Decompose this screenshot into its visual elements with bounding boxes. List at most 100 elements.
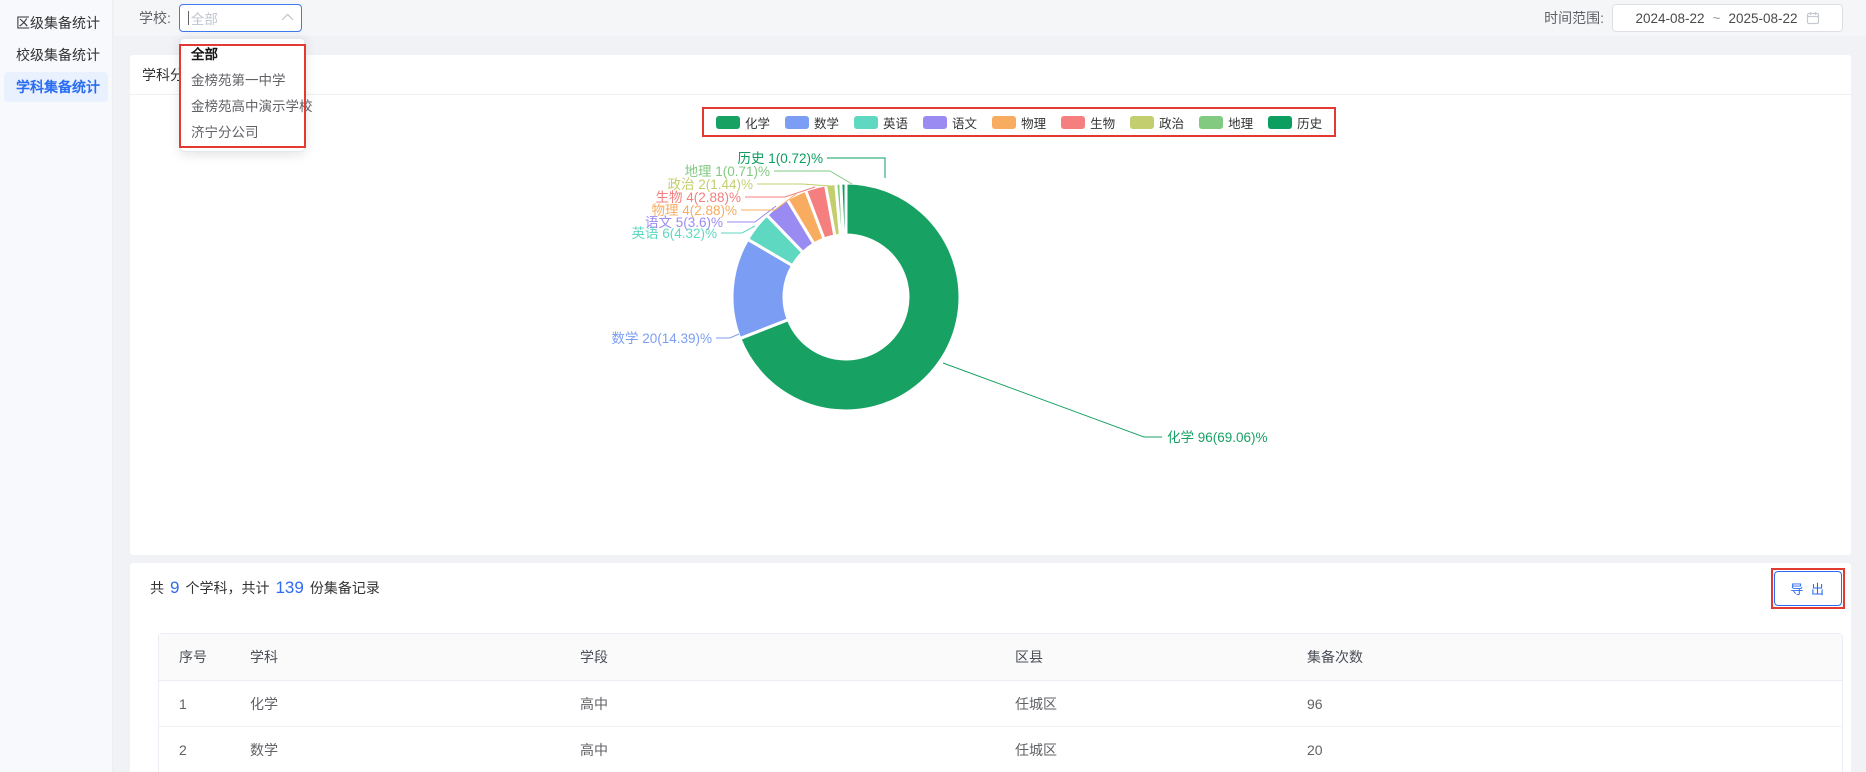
pie-label-物理: 物理 4(2.88)% bbox=[651, 203, 737, 218]
summary-middle: 个学科，共计 bbox=[185, 580, 270, 596]
col-header-district: 区县 bbox=[999, 634, 1291, 681]
pie-leader-line-语文 bbox=[727, 205, 777, 223]
cell-stage: 高中 bbox=[564, 681, 999, 727]
date-range-label: 时间范围: bbox=[1544, 10, 1604, 26]
legend-item-物理[interactable]: 物理 bbox=[992, 113, 1046, 132]
pie-slice-历史[interactable] bbox=[839, 181, 848, 237]
pie-leader-line-化学 bbox=[942, 362, 1162, 438]
dropdown-option-school-3[interactable]: 济宁分公司 bbox=[191, 125, 259, 140]
pie-leader-line-政治 bbox=[757, 183, 832, 187]
legend-label: 地理 bbox=[1228, 116, 1254, 131]
legend-item-生物[interactable]: 生物 bbox=[1061, 113, 1115, 132]
legend-item-数学[interactable]: 数学 bbox=[785, 113, 839, 132]
school-dropdown: 全部 金榜苑第一中学 金榜苑高中演示学校 济宁分公司 bbox=[180, 38, 313, 152]
col-header-stage: 学段 bbox=[564, 634, 999, 681]
main-content: 学校: 全部 时间范围: 2024-08-22 ~ 2025-08-22 bbox=[114, 0, 1866, 772]
record-count: 139 bbox=[275, 578, 304, 597]
date-range-picker[interactable]: 2024-08-22 ~ 2025-08-22 bbox=[1612, 4, 1843, 32]
panel-title: 学科分布 bbox=[130, 55, 1851, 95]
calendar-icon bbox=[1806, 11, 1820, 25]
cell-index: 1 bbox=[159, 681, 234, 727]
cell-subject: 化学 bbox=[234, 681, 564, 727]
legend-swatch bbox=[716, 115, 740, 129]
legend-swatch bbox=[1199, 115, 1224, 129]
date-separator: ~ bbox=[1712, 10, 1721, 26]
cell-count: 96 bbox=[1291, 681, 1842, 727]
table-row: 2 数学 高中 任城区 20 bbox=[159, 727, 1842, 772]
legend-item-语文[interactable]: 语文 bbox=[923, 113, 977, 132]
col-header-count: 集备次数 bbox=[1291, 634, 1842, 681]
legend-label: 英语 bbox=[883, 116, 909, 131]
pie-leader-line-物理 bbox=[741, 193, 797, 211]
school-filter-label: 学校: bbox=[139, 10, 171, 26]
dropdown-option-school-2[interactable]: 金榜苑高中演示学校 bbox=[191, 99, 313, 114]
date-range-wrap: 时间范围: 2024-08-22 ~ 2025-08-22 bbox=[1544, 4, 1843, 32]
pie-label-地理: 地理 1(0.71)% bbox=[684, 164, 770, 179]
school-select[interactable]: 全部 bbox=[178, 4, 302, 32]
sidebar-item-subject-stats[interactable]: 学科集备统计 bbox=[4, 72, 108, 102]
sidebar-item-district-stats[interactable]: 区级集备统计 bbox=[16, 15, 100, 31]
legend-swatch bbox=[992, 115, 1017, 129]
legend-swatch bbox=[785, 115, 810, 129]
legend-swatch bbox=[923, 115, 948, 129]
pie-label-数学: 数学 20(14.39)% bbox=[611, 331, 712, 346]
export-annotation-box: 导 出 bbox=[1771, 567, 1845, 609]
dropdown-option-all[interactable]: 全部 bbox=[191, 47, 218, 62]
cell-subject: 数学 bbox=[234, 727, 564, 772]
legend-item-英语[interactable]: 英语 bbox=[854, 113, 908, 132]
legend-label: 历史 bbox=[1297, 116, 1323, 131]
legend-label: 物理 bbox=[1021, 116, 1047, 131]
legend-swatch bbox=[1130, 115, 1155, 129]
legend-item-历史[interactable]: 历史 bbox=[1268, 113, 1322, 132]
dropdown-option-school-1[interactable]: 金榜苑第一中学 bbox=[191, 73, 286, 88]
cell-district: 任城区 bbox=[999, 681, 1291, 727]
filter-bar: 学校: 全部 时间范围: 2024-08-22 ~ 2025-08-22 bbox=[114, 0, 1866, 36]
pie-label-政治: 政治 2(1.44)% bbox=[667, 177, 753, 192]
legend-swatch bbox=[854, 115, 879, 129]
subject-distribution-panel: 学科分布 化学 数学 英语 语文 物理 生物 政治 地理 历史 化学 96(69.06)% 数学 … bbox=[130, 55, 1851, 555]
date-end-value: 2025-08-22 bbox=[1728, 10, 1798, 26]
cell-stage: 高中 bbox=[564, 727, 999, 772]
export-button[interactable]: 导 出 bbox=[1774, 570, 1842, 606]
pie-leader-line-地理 bbox=[774, 170, 853, 185]
pie-label-化学: 化学 96(69.06)% bbox=[1167, 430, 1268, 445]
donut-chart: 化学 96(69.06)% 数学 20(14.39)% 英语 6(4.32)%语文 … bbox=[611, 151, 1268, 445]
pie-slice-化学[interactable] bbox=[738, 181, 962, 413]
pie-leader-line-历史 bbox=[827, 157, 886, 178]
legend-label: 生物 bbox=[1090, 116, 1116, 131]
cell-district: 任城区 bbox=[999, 727, 1291, 772]
pie-label-英语: 英语 6(4.32)% bbox=[631, 225, 717, 241]
cell-count: 20 bbox=[1291, 727, 1842, 772]
pie-leader-line-英语 bbox=[721, 225, 756, 234]
legend-label: 化学 bbox=[745, 116, 771, 131]
summary-suffix: 份集备记录 bbox=[309, 580, 380, 596]
legend-item-地理[interactable]: 地理 bbox=[1199, 113, 1253, 132]
records-panel: 共 9 个学科，共计 139 份集备记录 导 出 序号 学科 学段 区县 集备次… bbox=[130, 563, 1851, 772]
legend-swatch bbox=[1268, 115, 1293, 129]
pie-label-生物: 生物 4(2.88)% bbox=[655, 190, 741, 205]
summary-text: 共 9 个学科，共计 139 份集备记录 bbox=[150, 578, 380, 598]
cell-index: 2 bbox=[159, 727, 234, 772]
legend-swatch bbox=[1061, 115, 1086, 129]
pie-leader-line-生物 bbox=[745, 186, 816, 198]
date-start-value: 2024-08-22 bbox=[1635, 10, 1705, 26]
legend-item-化学[interactable]: 化学 bbox=[716, 113, 770, 132]
legend-label: 数学 bbox=[814, 116, 840, 131]
summary-prefix: 共 bbox=[150, 580, 164, 596]
col-header-index: 序号 bbox=[159, 634, 234, 681]
sidebar: 区级集备统计 校级集备统计 学科集备统计 bbox=[0, 0, 113, 772]
summary-row: 共 9 个学科，共计 139 份集备记录 导 出 bbox=[130, 563, 1851, 613]
subject-records-table: 序号 学科 学段 区县 集备次数 1 化学 高中 任城区 96 2 数学 bbox=[158, 633, 1843, 772]
col-header-subject: 学科 bbox=[234, 634, 564, 681]
table-row: 1 化学 高中 任城区 96 bbox=[159, 681, 1842, 727]
table-header-row: 序号 学科 学段 区县 集备次数 bbox=[159, 634, 1842, 681]
school-select-placeholder: 全部 bbox=[190, 12, 218, 27]
pie-leader-line-数学 bbox=[716, 333, 740, 339]
legend-label: 政治 bbox=[1159, 116, 1185, 131]
text-cursor bbox=[187, 11, 189, 25]
pie-label-历史: 历史 1(0.72)% bbox=[737, 151, 823, 166]
sidebar-item-school-stats[interactable]: 校级集备统计 bbox=[16, 47, 100, 63]
subject-count: 9 bbox=[170, 578, 180, 597]
legend-label: 语文 bbox=[952, 116, 978, 131]
legend-item-政治[interactable]: 政治 bbox=[1130, 113, 1184, 132]
